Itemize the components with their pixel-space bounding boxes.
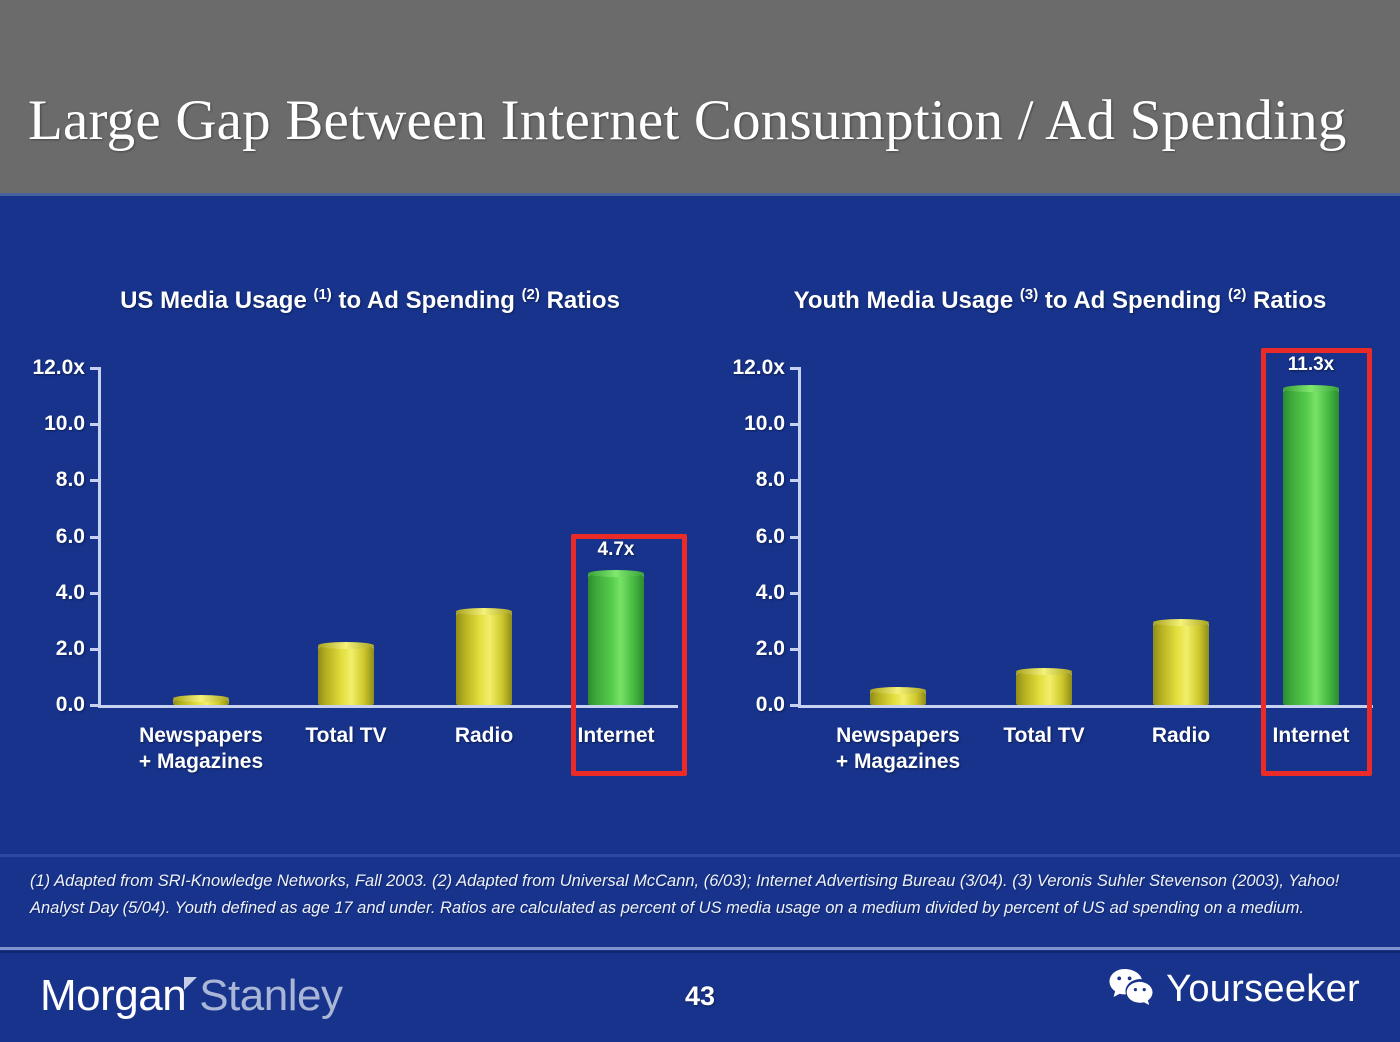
y-axis-tick-mark	[790, 479, 801, 483]
y-axis-tick-mark	[90, 591, 101, 595]
y-axis-tick-label: 10.0	[744, 412, 785, 436]
y-axis-tick-mark	[90, 367, 101, 370]
header-underline	[0, 193, 1400, 197]
bar-cap	[1153, 619, 1209, 627]
y-axis-tick-mark	[90, 423, 101, 427]
bar-cap	[870, 686, 926, 694]
y-axis-tick-mark	[90, 704, 101, 707]
watermark-label: Yourseeker	[1166, 968, 1360, 1010]
y-axis-tick-mark	[790, 647, 801, 651]
chart-title-segment: Ratios	[1246, 287, 1327, 314]
bar-1[interactable]	[318, 641, 374, 705]
footer-divider-top	[0, 947, 1400, 950]
bar-cap	[1283, 384, 1339, 392]
bar-group[interactable]: Total TV	[989, 368, 1099, 747]
y-axis-tick-mark	[90, 647, 101, 651]
chart-title-segment: US Media Usage	[120, 287, 314, 314]
bar-0[interactable]	[173, 694, 229, 705]
x-axis-category-label: Total TV	[1003, 724, 1085, 747]
y-axis-tick-label: 8.0	[55, 468, 85, 492]
bar-cap	[318, 641, 374, 649]
morgan-stanley-logo: Morgan Stanley	[40, 971, 343, 1021]
x-axis-category-label: Internet	[1272, 724, 1350, 747]
page-number: 43	[684, 981, 716, 1011]
bar-value-label: 11.3x	[1287, 353, 1335, 375]
bar-2[interactable]	[456, 607, 512, 705]
bar-cap	[1016, 668, 1072, 676]
y-axis-tick-label: 12.0x	[732, 356, 785, 379]
y-axis-tick-label: 4.0	[755, 580, 785, 604]
bar-0[interactable]	[870, 686, 926, 705]
bar-cap	[173, 694, 229, 702]
page-title: Large Gap Between Internet Consumption /…	[28, 89, 1347, 152]
y-axis-tick-mark	[790, 535, 801, 539]
bar-internet[interactable]	[588, 570, 644, 705]
chart-title-segment: to Ad Spending	[331, 287, 522, 314]
bar-internet[interactable]	[1283, 384, 1339, 705]
bar-group[interactable]: Newspapers + Magazines	[836, 368, 960, 773]
y-axis-tick-mark	[90, 535, 101, 539]
y-axis-tick-label: 2.0	[55, 636, 85, 660]
footnote-marker: (2)	[1228, 286, 1247, 303]
bar-cap	[588, 570, 644, 578]
x-axis-category-label: Total TV	[305, 724, 387, 747]
triangle-mark-icon	[184, 977, 198, 990]
yourseeker-watermark: Yourseeker	[1108, 967, 1360, 1012]
y-axis-tick-label: 4.0	[55, 580, 85, 604]
slide-body: US Media Usage (1) to Ad Spending (2) Ra…	[0, 196, 1400, 1042]
chart-title-us-media-usage: US Media Usage (1) to Ad Spending (2) Ra…	[20, 284, 720, 317]
bar-group[interactable]: 11.3x Internet	[1256, 354, 1366, 747]
bar-cap	[456, 607, 512, 615]
chart-title-segment: Ratios	[539, 287, 620, 314]
chart-title-segment: to Ad Spending	[1038, 287, 1228, 314]
footnote-marker: (1)	[313, 286, 332, 303]
x-axis-category-label: Newspapers + Magazines	[138, 724, 264, 773]
footer-divider-bottom	[0, 951, 1400, 953]
y-axis-tick-label: 2.0	[755, 636, 785, 660]
plot-area-us-media-usage: 0.0 2.0 4.0 6.0 8.0 10.0 12.0x Newspapers + Mag…	[32, 356, 678, 773]
y-axis-tick-label: 12.0x	[32, 356, 85, 379]
bar-group[interactable]: 4.7x Internet	[561, 368, 671, 747]
bar-group[interactable]: Newspapers + Magazines	[139, 368, 263, 773]
wechat-icon	[1108, 967, 1154, 1012]
y-axis-tick-mark	[790, 591, 801, 595]
bar-group[interactable]: Radio	[1126, 368, 1236, 747]
bar-1[interactable]	[1016, 668, 1072, 705]
plot-area-youth-media-usage: 0.0 2.0 4.0 6.0 8.0 10.0 12.0x Newspapers + Mag…	[732, 354, 1373, 773]
footnote-divider	[0, 854, 1400, 857]
chart-us-media-usage: US Media Usage (1) to Ad Spending (2) Ra…	[20, 196, 720, 816]
footnote-text: (1) Adapted from SRI-Knowledge Networks,…	[30, 872, 1340, 917]
bar-value-label: 4.7x	[597, 539, 635, 561]
bar-group[interactable]: Radio	[429, 368, 539, 747]
chart-title-segment: Youth Media Usage	[793, 287, 1020, 314]
slide-footer: Morgan Stanley 43 Yourseeker	[0, 953, 1400, 1042]
bar-2[interactable]	[1153, 619, 1209, 705]
y-axis-tick-label: 6.0	[55, 524, 85, 548]
y-axis-tick-mark	[790, 423, 801, 427]
footnote-marker: (3)	[1019, 286, 1039, 303]
logo-secondary-text: Stanley	[199, 971, 343, 1020]
y-axis-tick-mark	[90, 479, 101, 483]
y-axis-tick-label: 0.0	[755, 693, 785, 716]
y-axis-tick-label: 8.0	[755, 468, 785, 492]
bar-group[interactable]: Total TV	[291, 368, 401, 747]
footnote-marker: (2)	[521, 286, 540, 303]
y-axis-tick-label: 0.0	[55, 693, 85, 716]
slide-header-band: Large Gap Between Internet Consumption /…	[0, 0, 1400, 196]
y-axis-tick-mark	[790, 367, 801, 370]
x-axis-category-label: Newspapers + Magazines	[835, 724, 961, 773]
y-axis-tick-mark	[790, 704, 801, 707]
y-axis-tick-label: 10.0	[44, 412, 85, 436]
x-axis-category-label: Radio	[454, 724, 514, 747]
x-axis-category-label: Radio	[1151, 724, 1211, 747]
chart-title-youth-media-usage: Youth Media Usage (3) to Ad Spending (2)…	[720, 284, 1400, 317]
chart-youth-media-usage: Youth Media Usage (3) to Ad Spending (2)…	[720, 196, 1400, 816]
x-axis-category-label: Internet	[577, 724, 655, 747]
logo-primary-text: Morgan	[40, 971, 187, 1020]
y-axis-tick-label: 6.0	[755, 524, 785, 548]
